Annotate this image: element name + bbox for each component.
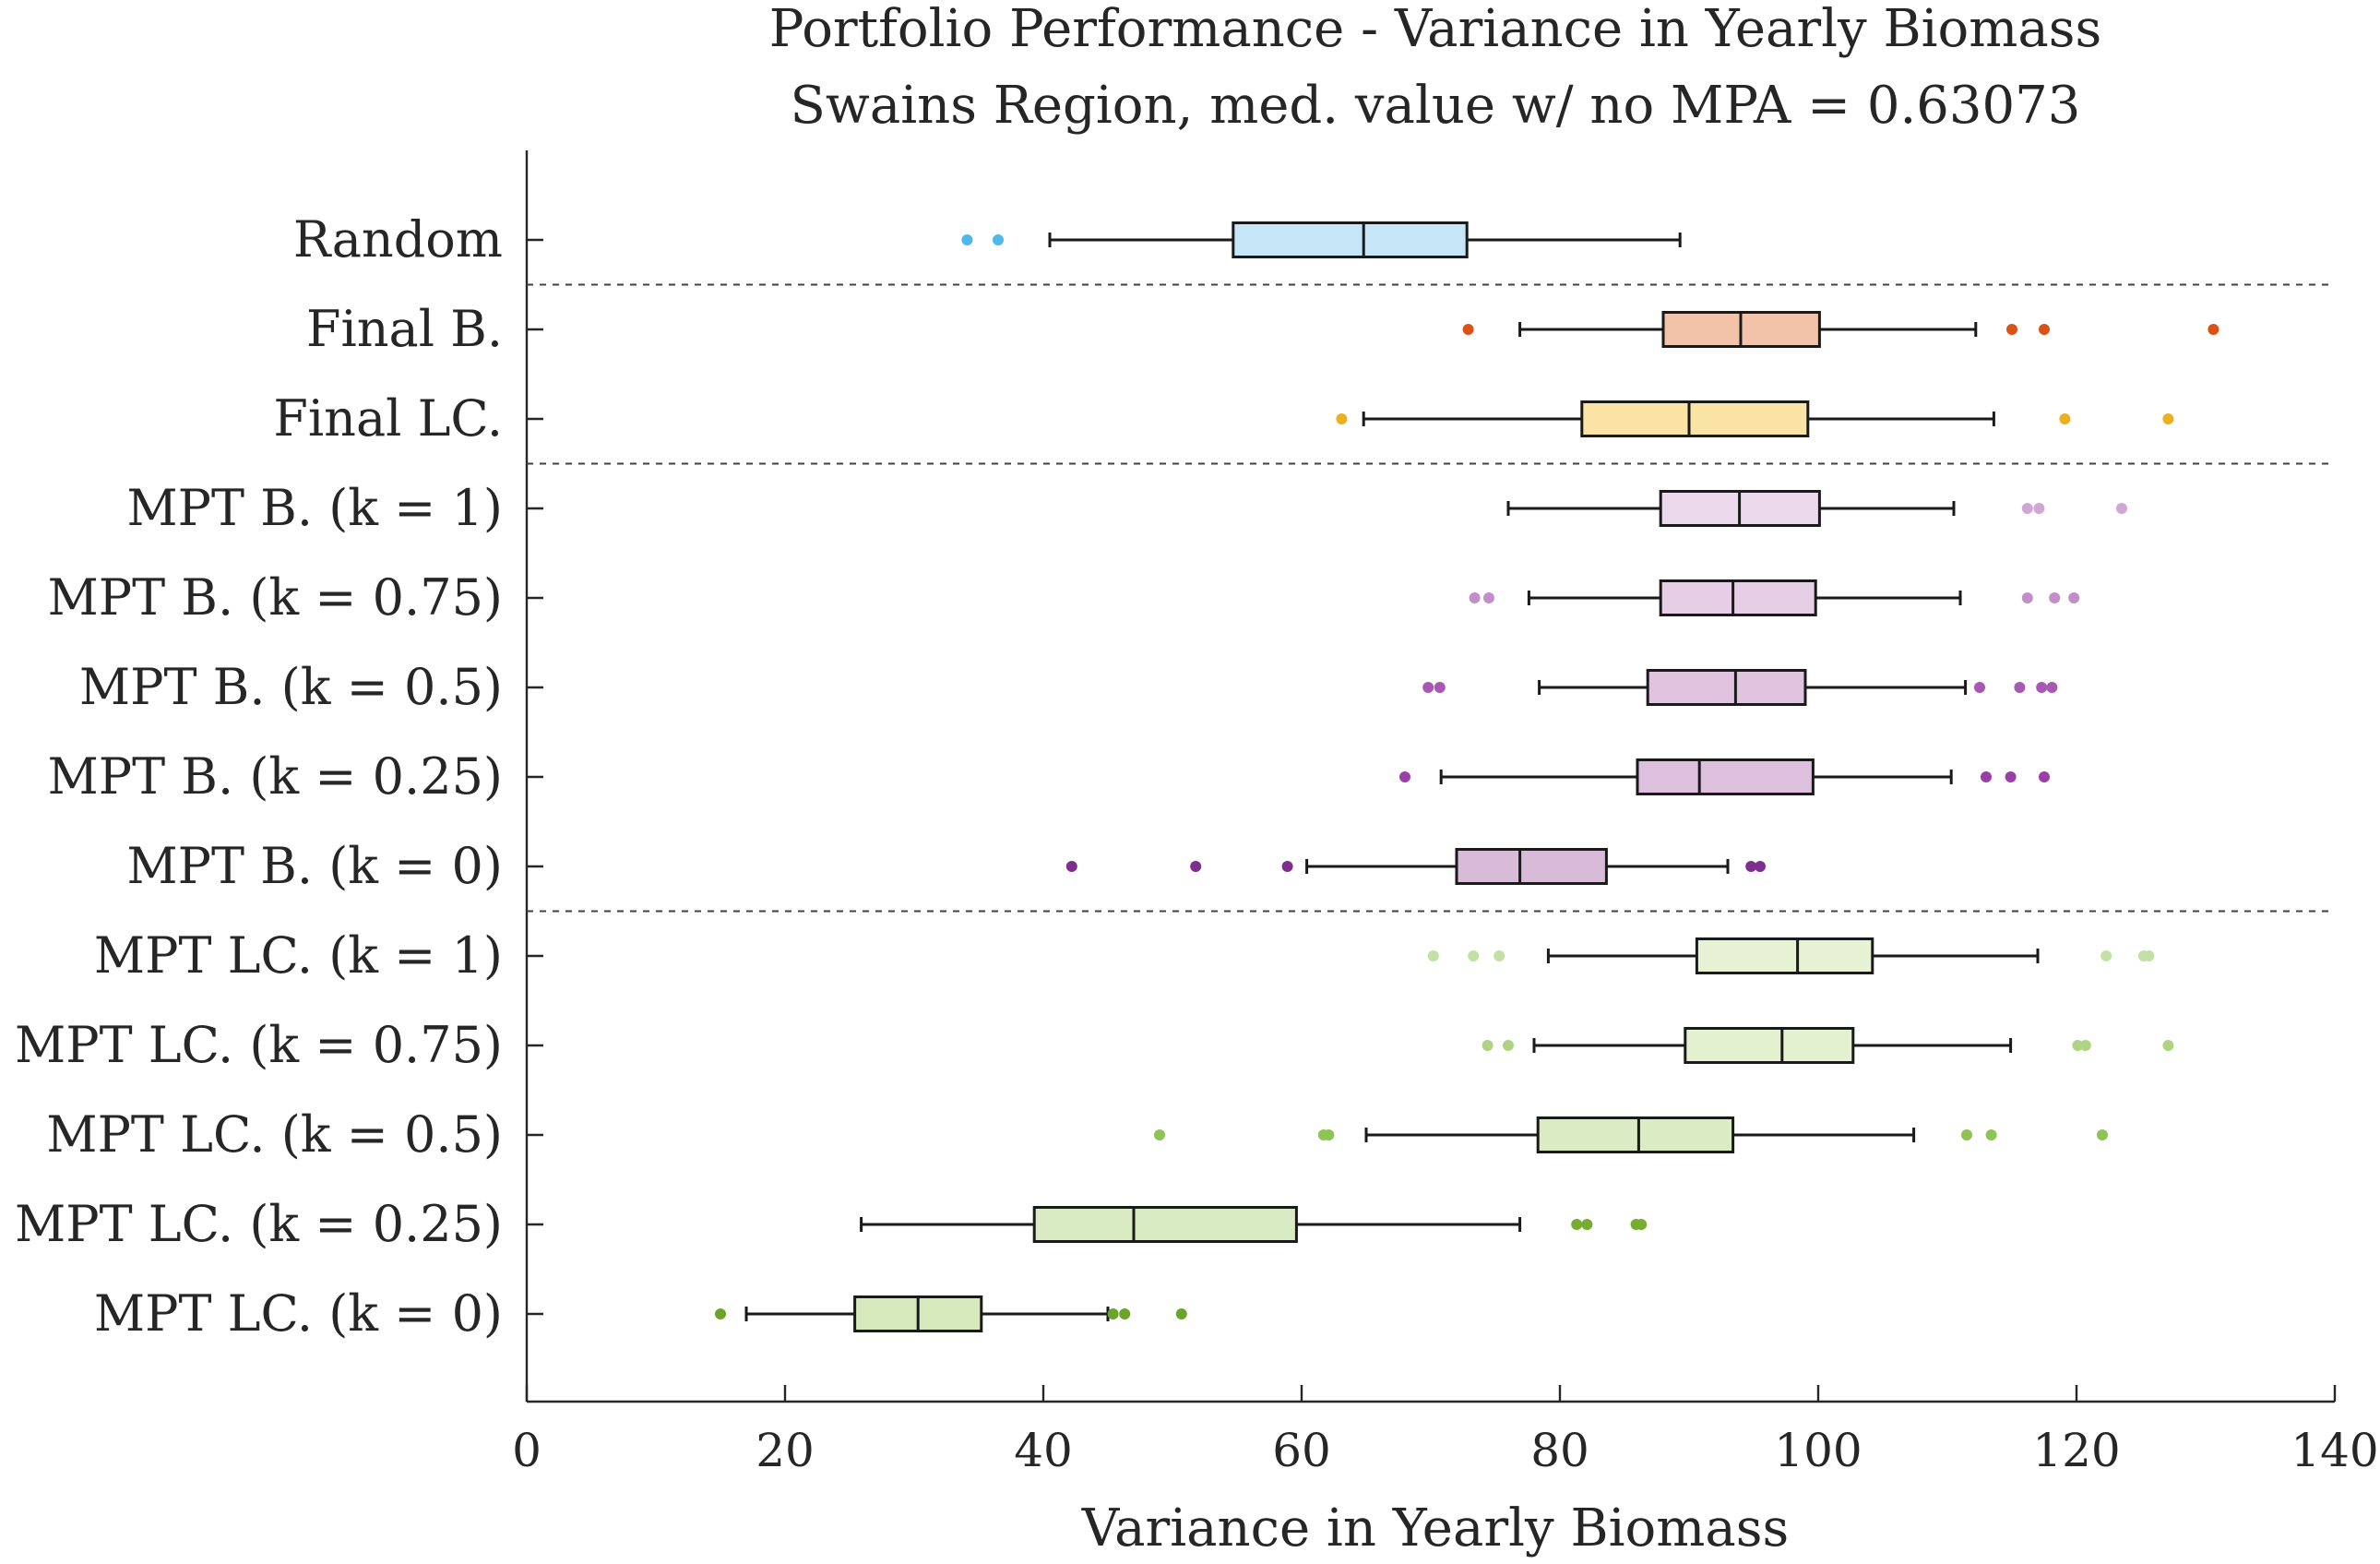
outlier-point [1281, 861, 1293, 872]
outlier-point [1399, 771, 1410, 782]
plot-area: 0 20 40 60 80 100 120 140 Random Final B. Final LC… [15, 150, 2379, 1477]
outlier-point [1985, 1129, 1997, 1140]
outlier-point [1427, 950, 1439, 961]
category-label: MPT LC. (k = 0) [94, 1284, 503, 1343]
outlier-point [2021, 503, 2033, 514]
outlier-point [1755, 861, 1766, 872]
category-label: MPT B. (k = 0) [126, 837, 503, 895]
x-tick-label: 60 [1272, 1424, 1331, 1477]
x-tick-label: 120 [2032, 1424, 2120, 1477]
outlier-point [2068, 592, 2080, 603]
outlier-point [1974, 682, 1985, 693]
x-tick-label: 40 [1014, 1424, 1073, 1477]
category-label: Final LC. [273, 389, 503, 448]
outlier-point [1422, 682, 1434, 693]
category-label: MPT B. (k = 1) [126, 479, 503, 537]
outlier-point [1468, 950, 1480, 961]
category-label: MPT LC. (k = 1) [94, 926, 503, 985]
outlier-point [2116, 503, 2127, 514]
outlier-point [1636, 1219, 1648, 1230]
box-iqr [1536, 1116, 1735, 1153]
outlier-point [2097, 1129, 2108, 1140]
outlier-point [1323, 1129, 1335, 1140]
outlier-point [1482, 1040, 1493, 1051]
outlier-point [2049, 592, 2061, 603]
outlier-point [2033, 503, 2045, 514]
x-tick-label: 80 [1530, 1424, 1589, 1477]
box-iqr [1580, 400, 1810, 437]
outlier-point [1175, 1308, 1187, 1319]
box-iqr [1659, 579, 1817, 616]
outlier-point [1493, 950, 1505, 961]
category-label: Final B. [306, 300, 503, 358]
outlier-point [2079, 1040, 2091, 1051]
outlier-point [2046, 682, 2058, 693]
outlier-point [1503, 1040, 1514, 1051]
outlier-point [2162, 413, 2174, 424]
outlier-point [1336, 413, 1348, 424]
outlier-point [1107, 1308, 1119, 1319]
outlier-point [993, 234, 1004, 245]
chart-title: Portfolio Performance - Variance in Year… [769, 0, 2101, 59]
x-tick-label: 140 [2291, 1424, 2378, 1477]
category-label: Random [293, 210, 503, 269]
x-tick-label: 0 [512, 1424, 541, 1477]
outlier-point [2059, 413, 2071, 424]
category-label: MPT LC. (k = 0.25) [15, 1195, 503, 1253]
box-iqr [1455, 848, 1608, 885]
category-label: MPT LC. (k = 0.75) [15, 1016, 503, 1074]
outlier-point [2014, 682, 2026, 693]
outlier-point [2036, 682, 2048, 693]
outlier-point [2005, 771, 2017, 782]
outlier-point [1154, 1129, 1165, 1140]
outlier-point [2006, 324, 2017, 335]
x-tick-label: 100 [1774, 1424, 1862, 1477]
outlier-point [1981, 771, 1992, 782]
box-iqr [1646, 669, 1807, 706]
outlier-point [1119, 1308, 1131, 1319]
category-label: MPT B. (k = 0.75) [48, 568, 504, 627]
outlier-point [1961, 1129, 1972, 1140]
x-tick-label: 20 [756, 1424, 815, 1477]
category-label: MPT B. (k = 0.25) [48, 747, 504, 806]
outlier-point [961, 234, 973, 245]
category-label: MPT B. (k = 0.5) [79, 658, 503, 716]
box-iqr [1232, 221, 1469, 258]
box-iqr [1684, 1027, 1855, 1064]
outlier-point [1065, 861, 1077, 872]
outlier-point [2100, 950, 2112, 961]
box-iqr [1636, 758, 1815, 795]
outlier-point [715, 1308, 726, 1319]
outlier-point [1434, 682, 1446, 693]
outlier-point [1190, 861, 1202, 872]
outlier-point [1571, 1219, 1583, 1230]
box-iqr [1695, 937, 1874, 974]
outlier-point [2039, 771, 2050, 782]
outlier-point [2207, 324, 2219, 335]
outlier-point [1745, 861, 1757, 872]
outlier-point [1581, 1219, 1593, 1230]
box-iqr [1032, 1206, 1298, 1243]
chart-subtitle: Swains Region, med. value w/ no MPA = 0.… [791, 76, 2081, 136]
outlier-point [2162, 1040, 2174, 1051]
outlier-point [2143, 950, 2155, 961]
outlier-point [2072, 1040, 2084, 1051]
outlier-point [1469, 592, 1481, 603]
outlier-point [2039, 324, 2050, 335]
outlier-point [1462, 324, 1474, 335]
category-label: MPT LC. (k = 0.5) [46, 1105, 503, 1164]
outlier-point [2021, 592, 2033, 603]
x-axis-label: Variance in Yearly Biomass [1081, 1498, 1789, 1558]
outlier-point [1483, 592, 1494, 603]
